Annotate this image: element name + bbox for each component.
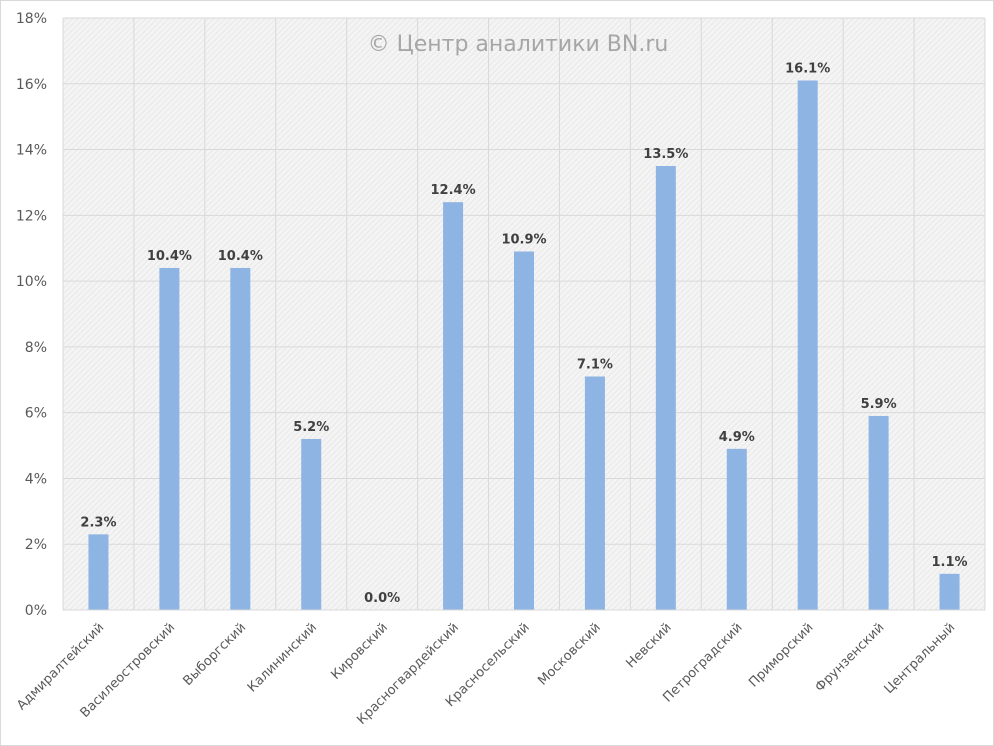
bar <box>514 251 534 610</box>
y-tick-label: 2% <box>25 537 47 553</box>
data-label: 16.1% <box>785 61 830 76</box>
x-tick-label: Петроградский <box>660 620 745 705</box>
x-tick-label: Фрунзенский <box>813 620 888 695</box>
y-tick-label: 18% <box>16 11 47 27</box>
bar <box>159 267 180 610</box>
y-tick-label: 4% <box>25 471 47 487</box>
x-tick-label: Центральный <box>882 620 959 697</box>
y-tick-label: 0% <box>25 603 47 619</box>
bar <box>88 534 109 610</box>
data-label: 12.4% <box>431 183 476 198</box>
x-tick-label: Приморский <box>746 620 816 690</box>
bar <box>301 438 322 610</box>
data-label: 0.0% <box>364 591 400 606</box>
y-tick-label: 14% <box>16 143 47 159</box>
data-label: 10.4% <box>218 249 263 264</box>
data-label: 13.5% <box>643 147 688 162</box>
data-label: 10.4% <box>147 249 192 264</box>
y-tick-label: 8% <box>25 340 47 356</box>
bars <box>88 80 960 610</box>
gridlines <box>62 17 986 611</box>
y-tick-label: 6% <box>25 406 47 422</box>
data-label: 5.2% <box>293 420 329 435</box>
x-tick-label: Калининский <box>245 620 320 695</box>
bar <box>868 415 889 610</box>
x-tick-label: Выборгский <box>180 620 249 689</box>
y-tick-label: 10% <box>16 274 47 290</box>
bar <box>655 166 676 610</box>
x-tick-label: Московский <box>535 620 603 688</box>
bar <box>939 573 960 610</box>
y-axis: 0% 2% 4% 6% 8% 10% 12% 14% 16% 18% <box>16 11 47 619</box>
data-labels: 2.3% 10.4% 10.4% 5.2% 0.0% 12.4% 10.9% 7.1% 13.5… <box>80 61 967 606</box>
x-tick-label: Кировский <box>328 620 391 683</box>
watermark: © Центр аналитики BN.ru <box>368 32 669 57</box>
data-label: 7.1% <box>577 357 613 372</box>
data-label: 4.9% <box>719 430 755 445</box>
x-tick-label: Невский <box>624 620 675 671</box>
y-tick-label: 12% <box>16 208 47 224</box>
bar <box>584 376 605 610</box>
data-label: 5.9% <box>861 397 897 412</box>
bar <box>230 267 251 610</box>
data-label: 1.1% <box>932 555 968 570</box>
bar <box>797 80 818 610</box>
data-label: 10.9% <box>501 233 546 248</box>
y-tick-label: 16% <box>16 77 47 93</box>
bar <box>726 448 747 610</box>
bar <box>443 202 464 610</box>
data-label: 2.3% <box>80 515 116 530</box>
